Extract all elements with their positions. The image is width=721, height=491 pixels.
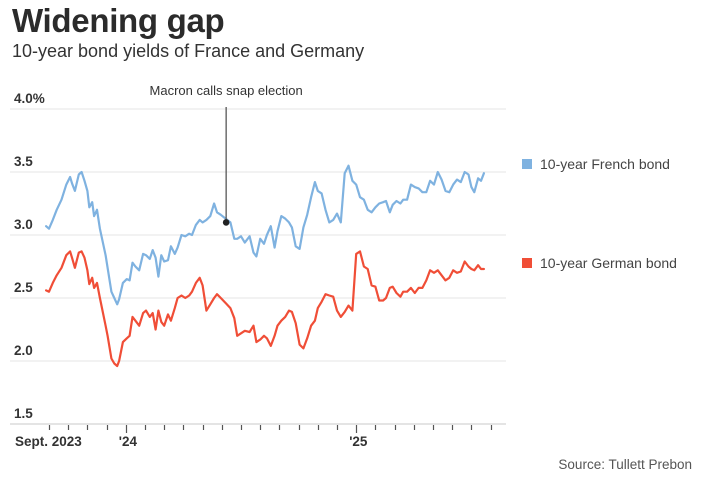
x-tick-label: Sept. 2023 <box>15 434 82 449</box>
y-tick-label: 1.5 <box>14 406 33 421</box>
x-tick-label: '25 <box>349 434 368 449</box>
legend-label-french: 10-year French bond <box>540 156 670 172</box>
x-tick-label: '24 <box>119 434 138 449</box>
gridlines <box>10 108 506 425</box>
source-note: Source: Tullett Prebon <box>558 457 692 472</box>
series-lines <box>44 164 485 368</box>
annotation-label: Macron calls snap election <box>150 83 303 98</box>
x-axis: Sept. 2023 '24 '25 <box>15 425 493 449</box>
french-bond-line <box>44 164 485 306</box>
legend: 10-year French bond 10-year German bond <box>522 156 677 271</box>
annotation: Macron calls snap election <box>150 83 303 226</box>
annotation-dot <box>222 219 230 226</box>
y-tick-label: 2.5 <box>14 280 33 295</box>
y-axis: 4.0% 3.5 3.0 2.5 2.0 1.5 <box>14 91 45 421</box>
chart-title: Widening gap <box>12 2 225 39</box>
y-tick-label: 2.0 <box>14 343 33 358</box>
legend-swatch-french <box>522 159 532 169</box>
y-tick-label: 3.0 <box>14 217 33 232</box>
legend-swatch-german <box>522 258 532 268</box>
chart-subtitle: 10-year bond yields of France and German… <box>12 41 365 61</box>
german-bond-line <box>44 250 485 368</box>
legend-label-german: 10-year German bond <box>540 255 677 271</box>
y-tick-label: 4.0% <box>14 91 45 106</box>
y-tick-label: 3.5 <box>14 154 33 169</box>
